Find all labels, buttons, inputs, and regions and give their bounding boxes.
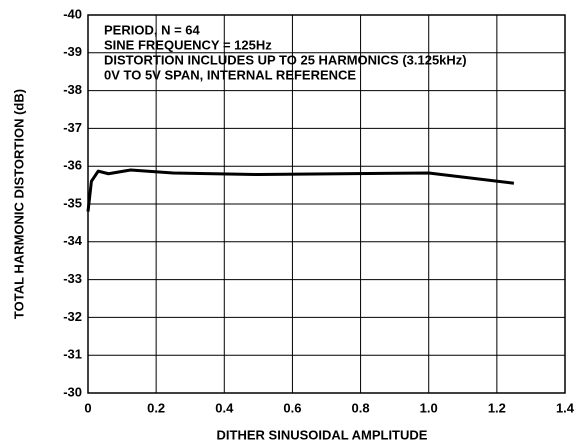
y-tick-label: -34 bbox=[63, 233, 83, 248]
y-tick-label: -36 bbox=[63, 158, 82, 173]
x-tick-label: 1.4 bbox=[556, 400, 575, 415]
y-tick-label: -31 bbox=[63, 347, 82, 362]
annotation: PERIOD, N = 64 bbox=[104, 22, 200, 37]
y-tick-label: -32 bbox=[63, 309, 82, 324]
annotation: DISTORTION INCLUDES UP TO 25 HARMONICS (… bbox=[104, 52, 467, 67]
x-tick-label: 0 bbox=[84, 400, 91, 415]
x-tick-label: 1.0 bbox=[420, 400, 438, 415]
x-tick-label: 0.4 bbox=[215, 400, 234, 415]
y-tick-label: -37 bbox=[63, 120, 82, 135]
x-tick-label: 1.2 bbox=[488, 400, 506, 415]
y-tick-label: -40 bbox=[63, 6, 82, 21]
annotation: SINE FREQUENCY = 125Hz bbox=[104, 37, 272, 52]
x-tick-label: 0.8 bbox=[352, 400, 370, 415]
y-tick-label: -30 bbox=[63, 384, 82, 399]
y-axis-label: TOTAL HARMONIC DISTORTION (dB) bbox=[11, 89, 26, 319]
data-line bbox=[86, 168, 515, 212]
x-tick-label: 0.6 bbox=[283, 400, 301, 415]
y-tick-label: -38 bbox=[63, 82, 82, 97]
y-tick-label: -35 bbox=[63, 195, 82, 210]
x-tick-label: 0.2 bbox=[147, 400, 165, 415]
y-tick-label: -33 bbox=[63, 271, 82, 286]
annotation: 0V TO 5V SPAN, INTERNAL REFERENCE bbox=[104, 67, 356, 82]
x-axis-label: DITHER SINUSOIDAL AMPLITUDE bbox=[217, 427, 428, 442]
y-tick-label: -39 bbox=[63, 44, 82, 59]
